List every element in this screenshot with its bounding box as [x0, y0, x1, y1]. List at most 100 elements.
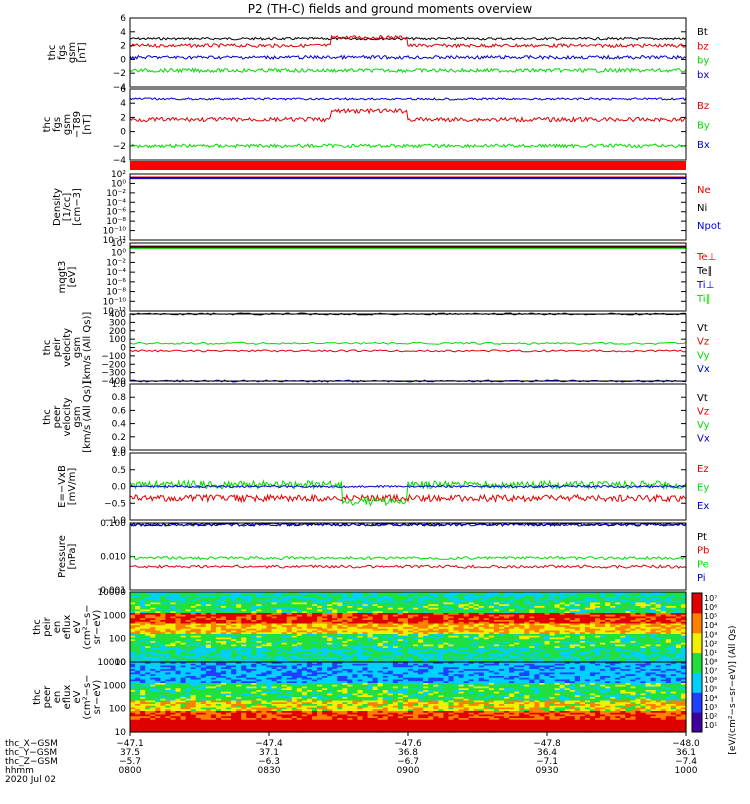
- legend-Ey: Ey: [697, 483, 709, 494]
- ytick-label: 0: [120, 128, 126, 138]
- ytick-label: 10⁻⁴: [106, 268, 126, 278]
- series-bx: [130, 56, 686, 59]
- chart-title: P2 (TH-C) fields and ground moments over…: [248, 2, 533, 16]
- series-Vz: [130, 350, 686, 352]
- series-Bt: [130, 38, 686, 40]
- legend-by: by: [697, 56, 709, 67]
- legend-Vt: Vt: [697, 393, 708, 404]
- ytick-label: 0.6: [112, 406, 127, 416]
- legend-Ne: Ne: [697, 185, 711, 196]
- legend-Vz: Vz: [697, 337, 709, 348]
- series-Ez: [130, 495, 686, 502]
- legend-Vt: Vt: [697, 323, 708, 334]
- y-axis-label: [cm−3]: [72, 188, 83, 226]
- ytick-label: 0.4: [112, 420, 127, 430]
- ytick-label: 1.0: [112, 449, 127, 459]
- ytick-label: 10⁻²: [106, 258, 126, 268]
- ytick-label: 10⁻⁸: [106, 288, 126, 298]
- ytick-label: −4: [113, 156, 127, 166]
- ytick-label: 0: [120, 55, 126, 65]
- ytick-label: −2: [113, 69, 126, 79]
- y-axis-label: sr−eV): [92, 680, 103, 715]
- legend-By: By: [697, 121, 710, 132]
- series-Bz: [130, 109, 686, 122]
- ytick-label: 10⁻¹⁰: [103, 297, 127, 307]
- legend-Vz: Vz: [697, 406, 709, 417]
- series-By: [130, 144, 686, 148]
- ytick-label: 100: [109, 705, 126, 715]
- legend-Pb: Pb: [697, 546, 709, 557]
- y-axis-label: [nT]: [82, 114, 93, 134]
- ytick-label: 0.100: [100, 519, 126, 529]
- ytick-label: −2: [113, 142, 126, 152]
- panel-frame: [130, 18, 686, 87]
- y-axis-label: [eV]: [67, 267, 78, 288]
- legend-Vx: Vx: [697, 364, 710, 375]
- y-axis-label: sr−eV): [92, 610, 103, 645]
- legend-Pi: Pi: [697, 573, 706, 584]
- ytick-label: 10⁻⁶: [106, 278, 126, 288]
- legend-bx: bx: [697, 70, 709, 81]
- ytick-label: 0.2: [112, 433, 126, 443]
- series-Pb: [130, 565, 686, 568]
- panel-temperature: 10²10⁰10⁻²10⁻⁴10⁻⁶10⁻⁸10⁻¹⁰10⁻¹²mqgt3[eV…: [57, 239, 716, 317]
- y-axis-label: [km/s (All Qs)]: [82, 312, 93, 384]
- panel-frame: [130, 314, 686, 381]
- legend-Pt: Pt: [697, 532, 707, 543]
- panel-frame: [130, 174, 686, 240]
- ytick-label: 10000: [97, 588, 126, 598]
- ytick-label: 10: [115, 728, 127, 738]
- legend-Npot: Npot: [697, 221, 721, 232]
- legend-Pe: Pe: [697, 559, 709, 570]
- y-axis-label: [nT]: [77, 42, 88, 62]
- legend-Vy: Vy: [697, 420, 710, 431]
- y-axis-label: [mV/m]: [67, 468, 78, 506]
- ytick-label: 10²: [111, 239, 126, 249]
- ytick-label: 10000: [97, 658, 126, 668]
- ytick-label: 2: [120, 113, 126, 123]
- series-bz: [130, 36, 686, 48]
- ytick-label: 1000: [103, 611, 126, 621]
- legend-Te⊥: Te⊥: [696, 252, 716, 263]
- panel-density: 10²10⁰10⁻²10⁻⁴10⁻⁶10⁻⁸10⁻¹⁰10⁻¹²Density[…: [52, 170, 721, 246]
- legend-Bt: Bt: [697, 27, 708, 38]
- series-Bx: [130, 98, 686, 100]
- ytick-label: 100: [109, 635, 126, 645]
- y-axis-label: [km/s (All Qs)]: [82, 381, 93, 453]
- ytick-label: 0.0: [112, 483, 127, 493]
- ytick-label: 6: [120, 14, 126, 24]
- legend-Ez: Ez: [697, 464, 709, 475]
- legend-Te∥: Te∥: [696, 266, 713, 277]
- series-Vy: [130, 342, 686, 344]
- ytick-label: 6: [120, 85, 126, 95]
- legend-Vx: Vx: [697, 433, 710, 444]
- ytick-label: 10⁰: [111, 249, 126, 259]
- legend-Bz: Bz: [697, 101, 709, 112]
- panel-frame: [130, 243, 686, 311]
- legend-Ti⊥: Ti⊥: [696, 280, 714, 291]
- ytick-label: 0.5: [112, 466, 126, 476]
- panel-frame: [130, 384, 686, 450]
- legend-Ti∥: Ti∥: [696, 294, 711, 305]
- legend-bz: bz: [697, 41, 709, 52]
- ytick-label: 1.0: [112, 380, 127, 390]
- ytick-label: 0.8: [112, 393, 127, 403]
- ytick-label: 4: [120, 99, 126, 109]
- legend-Ex: Ex: [697, 501, 709, 512]
- ytick-label: 1000: [103, 681, 126, 691]
- legend-Vy: Vy: [697, 350, 710, 361]
- series-Pe: [130, 557, 686, 560]
- ytick-label: 0.010: [100, 553, 126, 563]
- legend-Ni: Ni: [697, 203, 707, 214]
- series-by: [130, 69, 686, 73]
